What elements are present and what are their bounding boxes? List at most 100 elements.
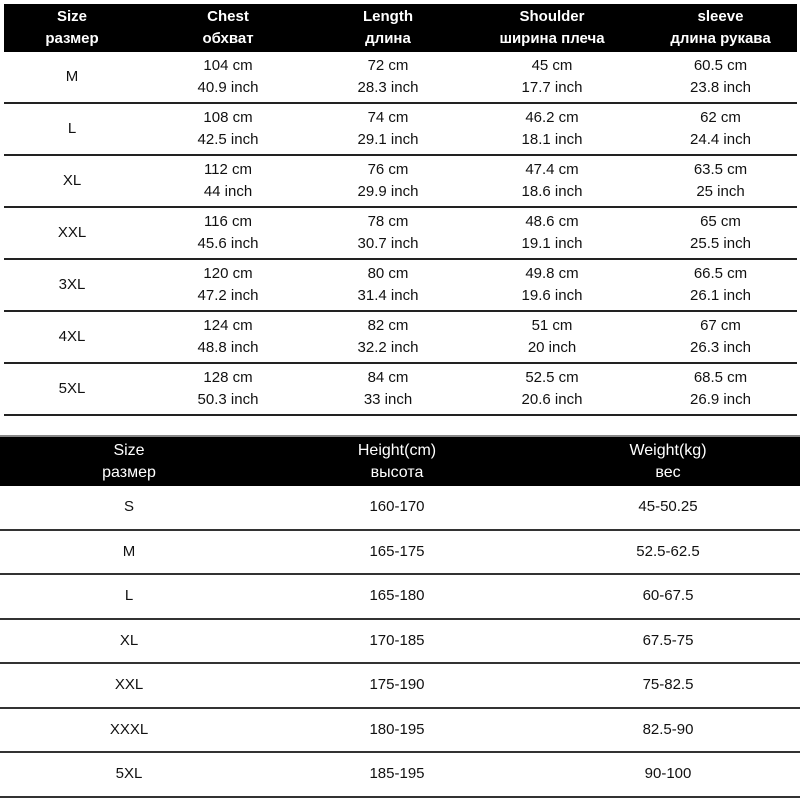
cell-value: XXL <box>57 224 87 241</box>
cell-value: 76 cm <box>367 161 409 178</box>
header-cell: Length длина <box>316 4 460 52</box>
value-cell: 45-50.25 <box>536 486 800 529</box>
cell-value: 24.4 inch <box>690 131 751 148</box>
size-cell: M <box>0 531 258 574</box>
cell-value: XL <box>119 631 139 649</box>
cell-value: 46.2 cm <box>525 109 579 126</box>
value-cell: 160-170 <box>258 486 536 529</box>
value-cell: 51 cm 20 inch <box>460 312 644 362</box>
table-row: M 165-175 52.5-62.5 <box>0 531 800 575</box>
table-row: 3XL 120 cm 47.2 inch 80 cm 31.4 inch 49.8 cm 1… <box>4 260 797 312</box>
measurements-table: Size размер Chest обхват Length длина Shoulder… <box>4 4 797 416</box>
cell-value: 175-190 <box>369 676 425 694</box>
header-label: размер <box>45 30 99 47</box>
cell-value: 5XL <box>115 765 143 783</box>
value-cell: 60-67.5 <box>536 575 800 618</box>
cell-value: L <box>124 587 134 605</box>
cell-value: 18.1 inch <box>521 131 583 148</box>
value-cell: 124 cm 48.8 inch <box>140 312 316 362</box>
table-row: 5XL 185-195 90-100 <box>0 753 800 798</box>
value-cell: 47.4 cm 18.6 inch <box>460 156 644 206</box>
value-cell: 67.5-75 <box>536 620 800 663</box>
table-row: XXL 175-190 75-82.5 <box>0 664 800 709</box>
header-label: Height(cm) <box>357 441 437 459</box>
value-cell: 128 cm 50.3 inch <box>140 364 316 414</box>
cell-value: S <box>123 498 134 516</box>
cell-value: 90-100 <box>644 765 692 783</box>
cell-value: 20.6 inch <box>521 391 583 408</box>
value-cell: 112 cm 44 inch <box>140 156 316 206</box>
cell-value: 29.9 inch <box>357 183 419 200</box>
value-cell: 185-195 <box>258 753 536 796</box>
cell-value: 32.2 inch <box>357 339 419 356</box>
cell-value: 28.3 inch <box>357 79 419 96</box>
cell-value: 60.5 cm <box>693 57 748 74</box>
value-cell: 75-82.5 <box>536 664 800 707</box>
value-cell: 52.5 cm 20.6 inch <box>460 364 644 414</box>
header-label: вес <box>655 463 681 481</box>
header-label: длина <box>365 30 411 47</box>
cell-value: XL <box>62 172 82 189</box>
header-cell: Weight(kg) вес <box>536 437 800 486</box>
cell-value: 63.5 cm <box>693 161 748 178</box>
header-label: sleeve <box>697 8 744 25</box>
cell-value: XXL <box>114 676 144 694</box>
cell-value: 47.2 inch <box>197 287 259 304</box>
value-cell: 67 cm 26.3 inch <box>644 312 797 362</box>
cell-value: 112 cm <box>203 161 253 178</box>
cell-value: 51 cm <box>531 317 573 334</box>
value-cell: 84 cm 33 inch <box>316 364 460 414</box>
value-cell: 175-190 <box>258 664 536 707</box>
value-cell: 165-180 <box>258 575 536 618</box>
value-cell: 60.5 cm 23.8 inch <box>644 52 797 102</box>
size-cell: 4XL <box>4 312 140 362</box>
cell-value: 120 cm <box>203 265 253 282</box>
value-cell: 120 cm 47.2 inch <box>140 260 316 310</box>
size-cell: XXL <box>0 664 258 707</box>
value-cell: 82 cm 32.2 inch <box>316 312 460 362</box>
cell-value: 108 cm <box>203 109 253 126</box>
table-header: Size размер Chest обхват Length длина Shoulder… <box>4 4 797 52</box>
cell-value: 160-170 <box>369 498 425 516</box>
cell-value: 23.8 inch <box>690 79 751 96</box>
table-row: 5XL 128 cm 50.3 inch 84 cm 33 inch 52.5 cm 20.… <box>4 364 797 416</box>
cell-value: 48.6 cm <box>525 213 579 230</box>
cell-value: 67.5-75 <box>642 631 694 649</box>
cell-value: 25.5 inch <box>690 235 751 252</box>
cell-value: 42.5 inch <box>197 131 259 148</box>
value-cell: 180-195 <box>258 709 536 752</box>
cell-value: 47.4 cm <box>525 161 579 178</box>
cell-value: 29.1 inch <box>357 131 419 148</box>
value-cell: 62 cm 24.4 inch <box>644 104 797 154</box>
size-cell: XL <box>4 156 140 206</box>
table-row: XXL 116 cm 45.6 inch 78 cm 30.7 inch 48.6 cm 1… <box>4 208 797 260</box>
header-label: Size <box>113 441 145 459</box>
cell-value: 30.7 inch <box>357 235 419 252</box>
value-cell: 63.5 cm 25 inch <box>644 156 797 206</box>
header-label: Chest <box>207 8 249 25</box>
table-row: 4XL 124 cm 48.8 inch 82 cm 32.2 inch 51 cm 20 … <box>4 312 797 364</box>
value-cell: 74 cm 29.1 inch <box>316 104 460 154</box>
cell-value: 31.4 inch <box>357 287 419 304</box>
size-cell: 5XL <box>4 364 140 414</box>
value-cell: 72 cm 28.3 inch <box>316 52 460 102</box>
cell-value: 4XL <box>58 328 86 345</box>
cell-value: 72 cm <box>367 57 409 74</box>
cell-value: 26.9 inch <box>690 391 751 408</box>
header-cell: Size размер <box>0 437 258 486</box>
size-cell: XL <box>0 620 258 663</box>
cell-value: 26.3 inch <box>690 339 751 356</box>
size-cell: 3XL <box>4 260 140 310</box>
header-label: Weight(kg) <box>629 441 707 459</box>
size-cell: 5XL <box>0 753 258 796</box>
cell-value: 60-67.5 <box>642 587 694 605</box>
cell-value: M <box>122 542 136 560</box>
size-cell: L <box>4 104 140 154</box>
cell-value: 19.1 inch <box>521 235 583 252</box>
cell-value: 84 cm <box>367 369 409 386</box>
cell-value: 52.5 cm <box>525 369 579 386</box>
cell-value: 3XL <box>58 276 86 293</box>
table-row: XXXL 180-195 82.5-90 <box>0 709 800 753</box>
cell-value: 170-185 <box>369 631 425 649</box>
header-label: Size <box>56 8 87 25</box>
